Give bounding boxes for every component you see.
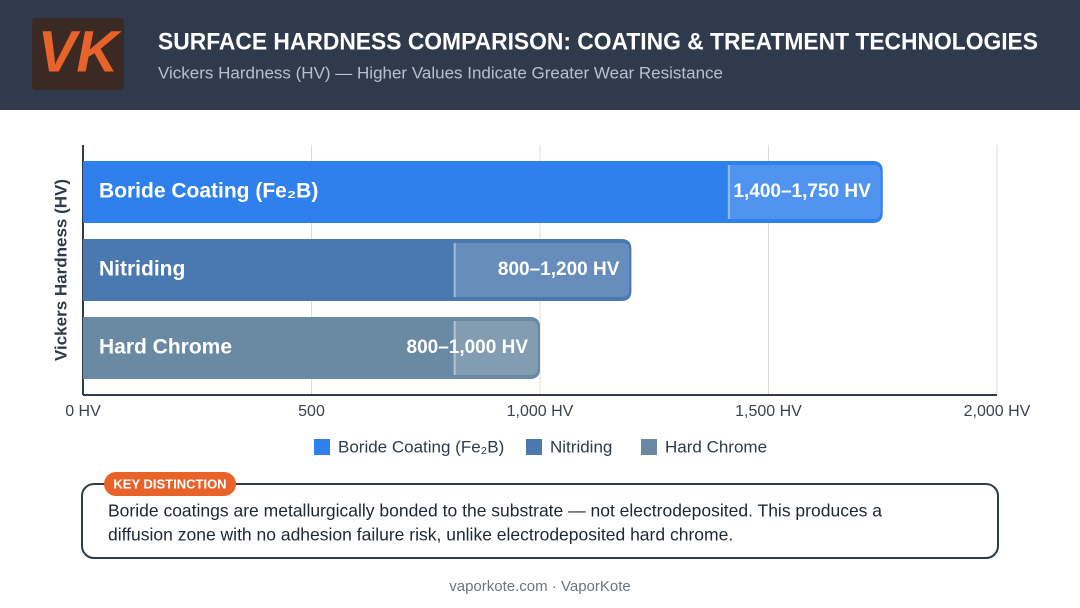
header-bar: [0, 0, 1080, 110]
bar: [83, 161, 883, 223]
bar: [83, 239, 632, 301]
legend-swatch: [314, 439, 330, 455]
legend-swatch: [641, 439, 657, 455]
callout-text: diffusion zone with no adhesion failure …: [108, 525, 733, 545]
x-tick-label: 1,000 HV: [507, 403, 574, 420]
bar: [83, 317, 540, 379]
bar-label: Hard Chrome: [99, 336, 232, 359]
range-segment: [454, 321, 538, 375]
x-tick-label: 500: [298, 403, 325, 420]
x-tick-label: 0 HV: [65, 403, 101, 420]
callout-box: [81, 483, 999, 559]
logo-box: [32, 18, 124, 90]
chart-title: SURFACE HARDNESS COMPARISON: COATING & T…: [158, 28, 1038, 55]
chart-subtitle: Vickers Hardness (HV) — Higher Values In…: [158, 63, 723, 82]
legend-swatch: [526, 439, 542, 455]
legend-label: Hard Chrome: [665, 437, 767, 456]
range-segment: [728, 165, 881, 219]
legend-label: Boride Coating (Fe₂B): [338, 437, 504, 456]
value-label: 800–1,200 HV: [498, 259, 620, 280]
legend-label: Nitriding: [550, 437, 612, 456]
bar-label: Boride Coating (Fe₂B): [99, 180, 318, 203]
value-label: 800–1,000 HV: [407, 337, 529, 358]
x-tick-label: 1,500 HV: [735, 403, 802, 420]
y-axis-label: Vickers Hardness (HV): [51, 179, 70, 361]
callout-text: Boride coatings are metallurgically bond…: [108, 501, 882, 521]
callout-tag: KEY DISTINCTION: [113, 476, 226, 491]
footer: vaporkote.com · VaporKote: [449, 578, 630, 595]
value-label: 1,400–1,750 HV: [733, 181, 871, 202]
x-tick-label: 2,000 HV: [964, 403, 1031, 420]
callout-tag-bg: [104, 472, 236, 496]
bar-label: Nitriding: [99, 258, 185, 281]
range-segment: [454, 243, 630, 297]
logo: VK: [38, 19, 123, 84]
